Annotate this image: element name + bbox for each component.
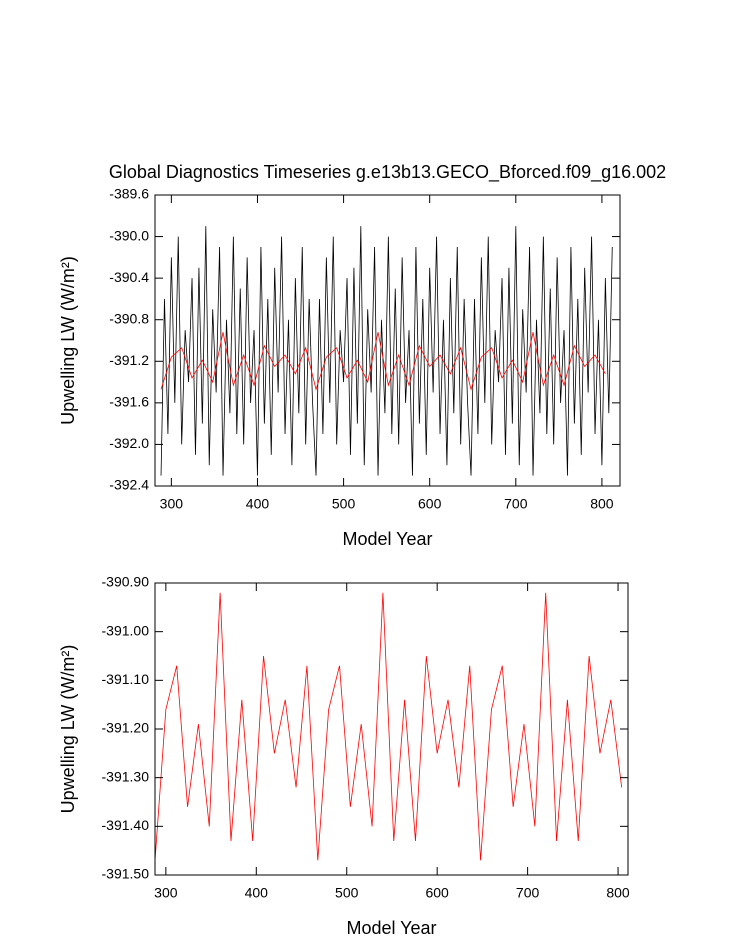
y-tick-label: -389.6: [109, 186, 149, 202]
y-tick-label: -391.6: [109, 394, 149, 410]
x-axis-label: Model Year: [342, 529, 432, 549]
y-tick-label: -390.0: [109, 227, 149, 243]
x-tick-label: 500: [332, 496, 356, 512]
y-tick-label: -391.50: [102, 866, 150, 882]
chart-title: Global Diagnostics Timeseries g.e13b13.G…: [109, 162, 666, 183]
x-axis-label: Model Year: [346, 918, 436, 938]
y-tick-label: -391.2: [109, 352, 149, 368]
y-tick-label: -392.0: [109, 435, 149, 451]
y-tick-label: -391.30: [102, 768, 150, 784]
x-tick-label: 300: [160, 496, 184, 512]
y-axis-label: Upwelling LW (W/m²): [58, 256, 78, 425]
x-tick-label: 400: [246, 496, 270, 512]
x-tick-label: 600: [418, 496, 442, 512]
y-tick-label: -390.90: [102, 574, 150, 590]
x-tick-label: 300: [154, 885, 178, 901]
x-tick-label: 700: [516, 885, 540, 901]
y-tick-label: -391.20: [102, 720, 150, 736]
y-tick-label: -390.4: [109, 269, 149, 285]
y-tick-label: -390.8: [109, 310, 149, 326]
y-axis-label: Upwelling LW (W/m²): [58, 645, 78, 814]
x-tick-label: 600: [425, 885, 449, 901]
x-tick-label: 700: [504, 496, 528, 512]
y-tick-label: -391.40: [102, 817, 150, 833]
data-line: [154, 592, 623, 861]
x-tick-label: 800: [606, 885, 630, 901]
data-line: [160, 226, 613, 476]
plot-frame: [154, 194, 621, 487]
data-line: [160, 332, 606, 391]
y-tick-label: -391.00: [102, 622, 150, 638]
x-tick-label: 800: [590, 496, 614, 512]
y-tick-label: -391.10: [102, 671, 150, 687]
y-tick-label: -392.4: [109, 477, 149, 493]
x-tick-label: 400: [245, 885, 269, 901]
x-tick-label: 500: [335, 885, 359, 901]
